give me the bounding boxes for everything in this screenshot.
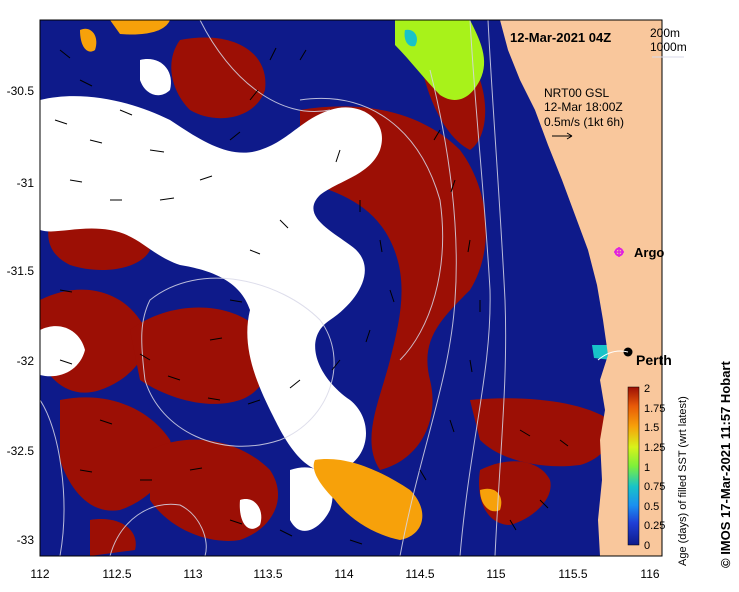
x-tick-label: 113.5: [253, 567, 282, 581]
y-tick-label: -32: [17, 354, 35, 368]
colorbar-tick-label: 1.5: [644, 422, 659, 434]
isobath-contours: [40, 20, 507, 556]
colorbar-ticks: 2 1.75 1.5 1.25 1 0.75 0.5 0.25 0: [644, 383, 665, 552]
x-tick-label: 112: [30, 567, 49, 581]
y-tick-label: -32.5: [7, 444, 35, 458]
current-vectors: [54, 47, 569, 545]
isobath-legend-200m: 200m: [650, 26, 680, 40]
y-tick-label: -31.5: [7, 264, 35, 278]
x-axis: 112 112.5 113 113.5 114 114.5 115 115.5 …: [30, 567, 659, 581]
x-tick-label: 112.5: [102, 567, 131, 581]
currents-source: NRT00 GSL: [544, 86, 609, 100]
sst-age-patches-lime: [395, 20, 612, 360]
map-datetime: 12-Mar-2021 04Z: [510, 30, 611, 45]
currents-time: 12-Mar 18:00Z: [544, 100, 623, 114]
swan-river-outline: [597, 350, 629, 361]
x-tick-label: 114: [334, 567, 353, 581]
colorbar-tick-label: 0: [644, 540, 650, 552]
perth-label: Perth: [636, 352, 672, 368]
colorbar-tick-label: 0.25: [644, 520, 665, 532]
missing-data-regions: [40, 59, 382, 531]
colorbar-tick-label: 0.75: [644, 481, 665, 493]
y-tick-label: -31: [17, 176, 35, 190]
map-frame: [39, 19, 663, 557]
x-tick-label: 113: [183, 567, 202, 581]
currents-scale: 0.5m/s (1kt 6h): [544, 115, 624, 129]
colorbar-tick-label: 1: [644, 462, 650, 474]
x-tick-label: 114.5: [405, 567, 434, 581]
x-tick-label: 115.5: [558, 567, 587, 581]
colorbar-tick-label: 1.75: [644, 403, 665, 415]
sst-age-patches-orange: [80, 20, 502, 540]
y-axis: -30.5 -31 -31.5 -32 -32.5 -33: [7, 84, 35, 547]
credit-text: © IMOS 17-Mar-2021 11:57 Hobart: [718, 361, 733, 568]
colorbar-tick-label: 0.5: [644, 501, 659, 513]
colorbar-label: Age (days) of filled SST (wrt latest): [677, 396, 689, 566]
x-tick-label: 115: [486, 567, 505, 581]
colorbar: [627, 386, 640, 546]
land-western-australia: [500, 20, 662, 556]
colorbar-tick-label: 2: [644, 383, 650, 395]
argo-marker[interactable]: [614, 247, 624, 257]
y-tick-label: -30.5: [7, 84, 35, 98]
argo-label: Argo: [634, 245, 664, 260]
y-tick-label: -33: [17, 533, 35, 547]
currents-scale-arrow: [552, 132, 573, 140]
colorbar-tick-label: 1.25: [644, 442, 665, 454]
x-tick-label: 116: [640, 567, 659, 581]
isobath-legend-1000m: 1000m: [650, 40, 687, 54]
